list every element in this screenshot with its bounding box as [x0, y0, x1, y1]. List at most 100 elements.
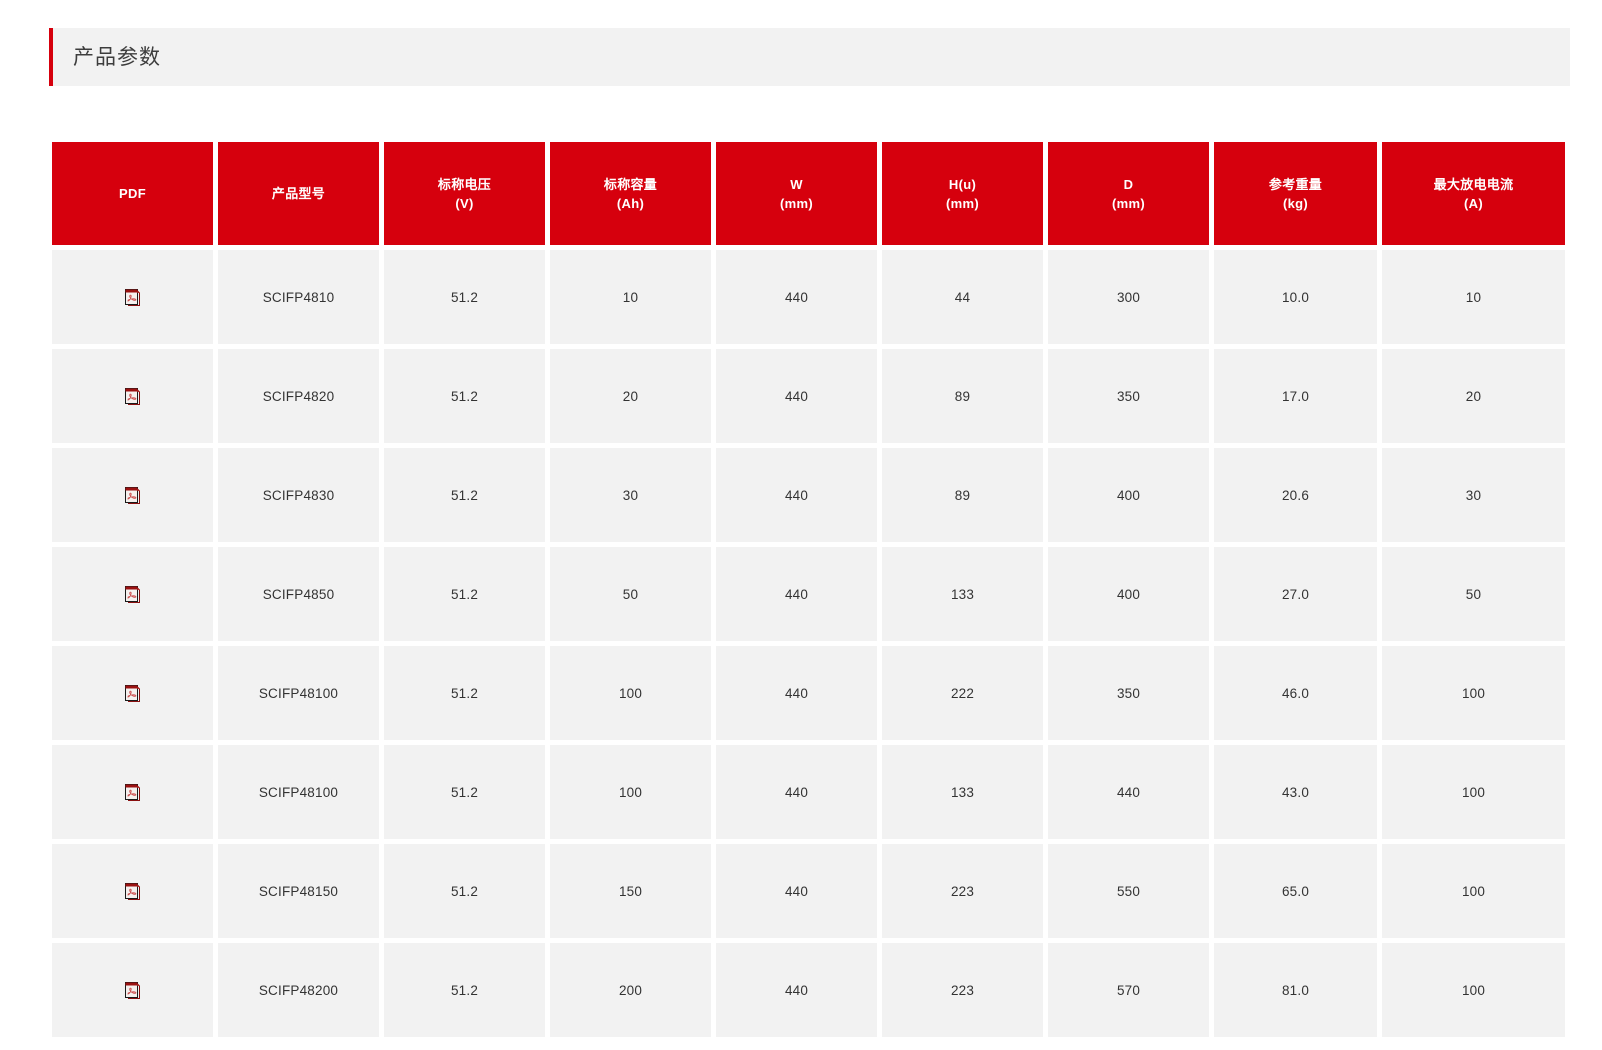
cell-depth: 300 — [1048, 250, 1209, 344]
cell-pdf-link[interactable] — [52, 844, 213, 938]
cell-model: SCIFP4830 — [218, 448, 379, 542]
column-header-width-line1: W — [790, 176, 803, 192]
cell-max-current: 100 — [1382, 844, 1565, 938]
cell-weight: 17.0 — [1214, 349, 1377, 443]
pdf-icon — [125, 882, 140, 900]
column-header-voltage-line2: (V) — [455, 195, 474, 211]
table-body: SCIFP4810 51.2 10 440 44 300 10.0 10 SCI… — [52, 250, 1565, 1037]
column-header-model-line1: 产品型号 — [271, 186, 326, 201]
cell-capacity: 150 — [550, 844, 711, 938]
cell-model: SCIFP4820 — [218, 349, 379, 443]
column-header-depth-line2: (mm) — [1112, 195, 1145, 211]
cell-width: 440 — [716, 646, 877, 740]
column-header-height-line2: (mm) — [946, 195, 979, 211]
cell-weight: 27.0 — [1214, 547, 1377, 641]
pdf-icon — [125, 288, 140, 306]
column-header-capacity: 标称容量 (Ah) — [550, 142, 711, 245]
cell-weight: 43.0 — [1214, 745, 1377, 839]
cell-capacity: 100 — [550, 745, 711, 839]
cell-pdf-link[interactable] — [52, 448, 213, 542]
section-banner: 产品参数 — [49, 28, 1570, 86]
column-header-voltage-line1: 标称电压 — [437, 176, 492, 192]
pdf-icon — [125, 486, 140, 504]
cell-model: SCIFP48150 — [218, 844, 379, 938]
cell-voltage: 51.2 — [384, 943, 545, 1037]
section-accent-bar — [49, 28, 53, 86]
cell-depth: 350 — [1048, 646, 1209, 740]
page-title: 产品参数 — [73, 45, 161, 69]
column-header-pdf-line1: PDF — [119, 186, 146, 201]
column-header-width-line2: (mm) — [780, 195, 813, 211]
cell-capacity: 30 — [550, 448, 711, 542]
cell-voltage: 51.2 — [384, 844, 545, 938]
cell-height: 44 — [882, 250, 1043, 344]
cell-pdf-link[interactable] — [52, 547, 213, 641]
cell-depth: 350 — [1048, 349, 1209, 443]
cell-width: 440 — [716, 547, 877, 641]
cell-capacity: 20 — [550, 349, 711, 443]
cell-voltage: 51.2 — [384, 745, 545, 839]
cell-weight: 20.6 — [1214, 448, 1377, 542]
cell-height: 222 — [882, 646, 1043, 740]
cell-max-current: 100 — [1382, 646, 1565, 740]
column-header-capacity-line1: 标称容量 — [603, 176, 658, 192]
cell-model: SCIFP4850 — [218, 547, 379, 641]
cell-voltage: 51.2 — [384, 349, 545, 443]
cell-pdf-link[interactable] — [52, 646, 213, 740]
cell-model: SCIFP48100 — [218, 745, 379, 839]
cell-capacity: 200 — [550, 943, 711, 1037]
cell-pdf-link[interactable] — [52, 349, 213, 443]
cell-voltage: 51.2 — [384, 646, 545, 740]
cell-height: 89 — [882, 349, 1043, 443]
cell-capacity: 50 — [550, 547, 711, 641]
cell-pdf-link[interactable] — [52, 250, 213, 344]
column-header-capacity-line2: (Ah) — [616, 195, 645, 211]
column-header-height-line1: H(u) — [948, 176, 977, 192]
table-header-row: PDF 产品型号 标称电压 (V) 标称容量 (Ah) W (mm) H(u) — [52, 142, 1565, 245]
cell-weight: 46.0 — [1214, 646, 1377, 740]
cell-max-current: 100 — [1382, 745, 1565, 839]
column-header-depth-line1: D — [1123, 176, 1134, 192]
cell-max-current: 10 — [1382, 250, 1565, 344]
cell-model: SCIFP48200 — [218, 943, 379, 1037]
cell-weight: 65.0 — [1214, 844, 1377, 938]
cell-voltage: 51.2 — [384, 547, 545, 641]
cell-width: 440 — [716, 448, 877, 542]
cell-max-current: 50 — [1382, 547, 1565, 641]
cell-width: 440 — [716, 844, 877, 938]
table-row: SCIFP4810 51.2 10 440 44 300 10.0 10 — [52, 250, 1565, 344]
cell-depth: 400 — [1048, 547, 1209, 641]
cell-model: SCIFP4810 — [218, 250, 379, 344]
cell-voltage: 51.2 — [384, 250, 545, 344]
cell-height: 89 — [882, 448, 1043, 542]
cell-pdf-link[interactable] — [52, 745, 213, 839]
cell-pdf-link[interactable] — [52, 943, 213, 1037]
cell-weight: 81.0 — [1214, 943, 1377, 1037]
column-header-voltage: 标称电压 (V) — [384, 142, 545, 245]
cell-width: 440 — [716, 745, 877, 839]
cell-width: 440 — [716, 250, 877, 344]
column-header-depth: D (mm) — [1048, 142, 1209, 245]
column-header-max-current-line2: (A) — [1464, 195, 1483, 211]
table-row: SCIFP4820 51.2 20 440 89 350 17.0 20 — [52, 349, 1565, 443]
cell-width: 440 — [716, 943, 877, 1037]
cell-weight: 10.0 — [1214, 250, 1377, 344]
pdf-icon — [125, 684, 140, 702]
cell-capacity: 100 — [550, 646, 711, 740]
cell-max-current: 100 — [1382, 943, 1565, 1037]
table-row: SCIFP48100 51.2 100 440 133 440 43.0 100 — [52, 745, 1565, 839]
column-header-max-current-line1: 最大放电电流 — [1433, 176, 1514, 192]
column-header-height: H(u) (mm) — [882, 142, 1043, 245]
cell-height: 133 — [882, 547, 1043, 641]
cell-width: 440 — [716, 349, 877, 443]
cell-depth: 400 — [1048, 448, 1209, 542]
pdf-icon — [125, 585, 140, 603]
cell-depth: 440 — [1048, 745, 1209, 839]
column-header-model: 产品型号 — [218, 142, 379, 245]
table-row: SCIFP48150 51.2 150 440 223 550 65.0 100 — [52, 844, 1565, 938]
pdf-icon — [125, 783, 140, 801]
cell-max-current: 20 — [1382, 349, 1565, 443]
cell-height: 223 — [882, 943, 1043, 1037]
column-header-pdf: PDF — [52, 142, 213, 245]
